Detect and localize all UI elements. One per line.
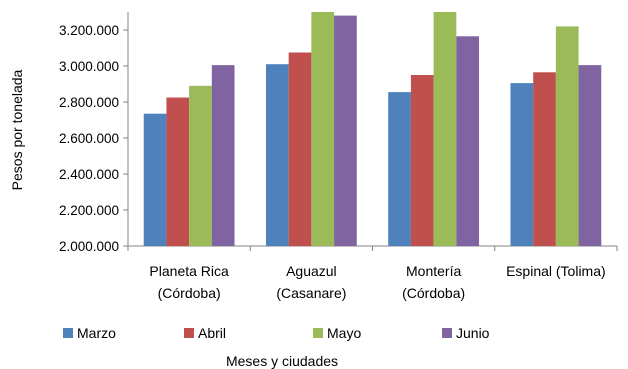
legend-swatch-junio [442, 328, 452, 338]
y-tick-label: 2.800.000 [59, 95, 119, 110]
legend-label-marzo: Marzo [77, 325, 116, 341]
x-tick-label: (Casanare) [276, 285, 346, 301]
legend-swatch-mayo [313, 328, 323, 338]
legend-label-junio: Junio [456, 325, 490, 341]
bar-junio [578, 65, 602, 246]
x-axis-categories: Planeta Rica (Córdoba) Aguazul (Casanare) Mo… [149, 263, 605, 301]
bar-abril [288, 52, 312, 246]
y-axis-label: Pesos por tonelada [9, 69, 25, 190]
bar-marzo [143, 113, 167, 246]
x-tick-label: (Córdoba) [158, 285, 221, 301]
legend-label-abril: Abril [198, 325, 226, 341]
bar-junio [456, 36, 480, 246]
bar-abril [410, 75, 434, 246]
bar-mayo [555, 26, 579, 247]
bar-junio [211, 65, 235, 246]
x-tick-label: Espinal (Tolima) [506, 263, 606, 279]
legend-swatch-marzo [63, 328, 73, 338]
y-tick-label: 3.000.000 [59, 59, 119, 74]
bar-mayo [311, 12, 335, 246]
bar-junio [334, 15, 357, 246]
y-axis-ticks: 2.000.000 2.200.000 2.400.000 2.600.000 2.80… [59, 23, 128, 254]
legend: Marzo Abril Mayo Junio [63, 325, 490, 341]
bar-marzo [388, 92, 411, 246]
y-tick-label: 2.600.000 [59, 131, 119, 146]
y-tick-label: 2.200.000 [59, 203, 119, 218]
x-tick-label: Montería [406, 263, 461, 279]
x-tick-label: (Córdoba) [402, 285, 465, 301]
bar-abril [166, 97, 190, 246]
bar-marzo [510, 83, 534, 246]
bar-marzo [265, 64, 289, 246]
bar-mayo [433, 12, 457, 246]
y-tick-label: 3.200.000 [59, 23, 119, 38]
bar-mayo [189, 85, 212, 246]
legend-label-mayo: Mayo [327, 325, 361, 341]
y-tick-label: 2.000.000 [59, 239, 119, 254]
x-tick-label: Aguazul [286, 263, 337, 279]
bars [143, 12, 602, 247]
y-tick-label: 2.400.000 [59, 167, 119, 182]
x-tick-label: Planeta Rica [149, 263, 229, 279]
legend-swatch-abril [184, 328, 194, 338]
x-axis-label: Meses y ciudades [226, 353, 338, 369]
bar-abril [533, 72, 556, 246]
